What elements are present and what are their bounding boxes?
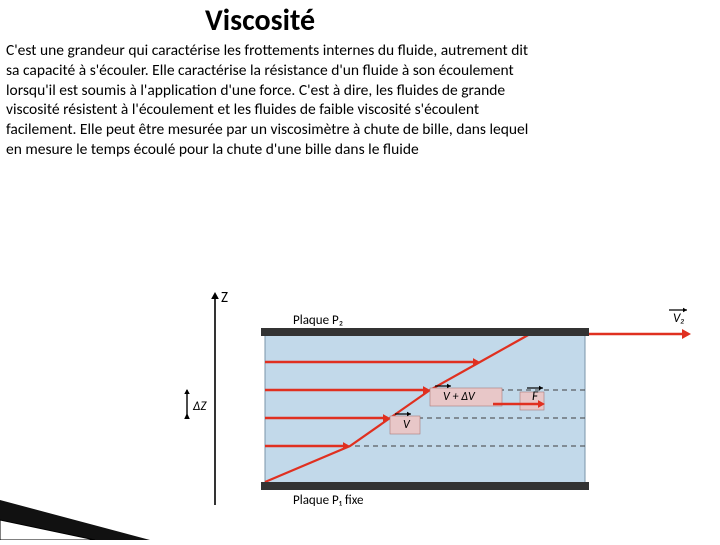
svg-text:V + ΔV: V + ΔV	[443, 390, 476, 404]
svg-text:Plaque P₂: Plaque P₂	[293, 313, 343, 328]
svg-text:V: V	[403, 418, 411, 432]
svg-text:ΔZ: ΔZ	[192, 399, 207, 414]
slide-corner-accent	[0, 480, 170, 540]
viscosity-diagram: Z ΔZ V + ΔV V F Plaque P₂ Plaque P₁ fixe V₂	[175, 290, 695, 525]
page-title: Viscosité	[0, 0, 720, 39]
definition-paragraph: C'est une grandeur qui caractérise les f…	[0, 41, 720, 160]
svg-text:Z: Z	[221, 290, 228, 307]
svg-text:Plaque P₁ fixe: Plaque P₁ fixe	[293, 493, 363, 508]
svg-text:F: F	[532, 389, 539, 404]
svg-text:V₂: V₂	[673, 311, 685, 326]
